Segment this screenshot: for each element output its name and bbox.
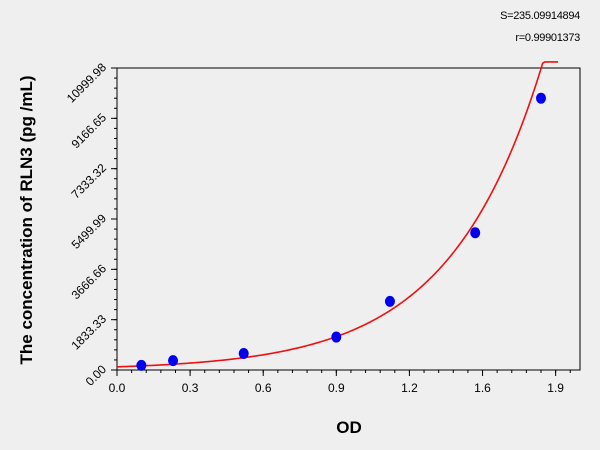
fit-curve xyxy=(116,61,559,368)
s-statistic: S=235.09914894 xyxy=(500,10,580,22)
data-point xyxy=(470,227,481,239)
y-tick-label: 7333.32 xyxy=(69,161,110,202)
plot-area: 0.0 0.3 0.6 0.9 1.2 1.6 1.9 0.00 1833.33 3666.66 5… xyxy=(64,60,581,395)
y-tick-label: 0.00 xyxy=(83,362,110,389)
plot-frame xyxy=(116,67,581,371)
x-tick-label: 1.6 xyxy=(474,381,491,395)
x-axis-title: OD xyxy=(336,418,362,437)
y-tick-label: 3666.66 xyxy=(69,261,110,302)
x-tick-label: 0.6 xyxy=(255,381,272,395)
x-tick-label: 1.2 xyxy=(401,381,418,395)
data-point xyxy=(238,348,249,360)
x-tick-label: 0.0 xyxy=(109,381,126,395)
y-tick-label: 10999.98 xyxy=(64,60,110,106)
y-tick-label: 1833.33 xyxy=(69,312,110,353)
y-tick-label: 9166.65 xyxy=(69,110,110,151)
x-tick-label: 0.3 xyxy=(182,381,199,395)
data-point xyxy=(136,359,147,371)
y-tick-label: 5499.99 xyxy=(69,211,110,252)
data-point xyxy=(384,295,395,307)
x-tick-label: 0.9 xyxy=(328,381,345,395)
x-tick-label: 1.9 xyxy=(547,381,564,395)
data-point xyxy=(536,92,547,104)
y-axis-title-group: The concentration of RLN3 (pg /mL) xyxy=(17,76,36,365)
data-point xyxy=(331,331,342,343)
data-point xyxy=(168,355,179,367)
r-statistic: r=0.99901373 xyxy=(515,32,580,44)
y-axis-title: The concentration of RLN3 (pg /mL) xyxy=(17,76,36,365)
